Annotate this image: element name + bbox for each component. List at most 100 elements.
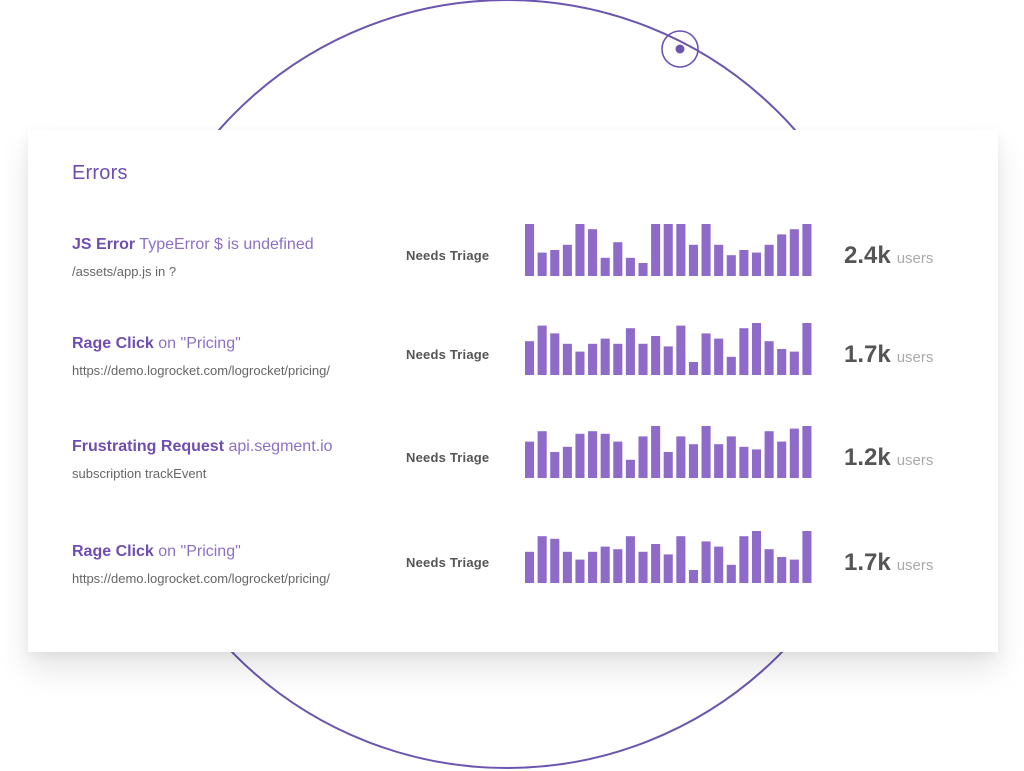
affected-users: 1.2k users [844,444,933,472]
user-count-unit: users [896,349,934,366]
sparkline-bar [588,229,598,276]
sparkline-bar [676,436,686,478]
sparkline-bar [588,431,598,478]
sparkline-bar [575,224,585,276]
sparkline-bar [550,452,560,478]
sparkline-bar [651,544,661,583]
error-detail: on "Pricing" [158,543,241,560]
sparkline-bar [714,546,724,583]
sparkline-bar [638,343,648,375]
error-subtitle: /assets/app.js in ? [72,264,177,279]
sparkline-bar [701,541,711,583]
sparkline-bar [562,244,572,276]
sparkline-bar [802,531,812,583]
user-count: 1.2k [844,444,891,471]
sparkline-bar [625,328,635,375]
sparkline-bar [739,446,749,478]
sparkline-bar [714,444,724,478]
sparkline-bar [588,551,598,583]
trend-sparkline [525,426,812,478]
sparkline-bar [676,325,686,375]
error-kind: Rage Click [72,335,154,352]
user-count-unit: users [896,557,934,574]
sparkline-bar [676,224,686,276]
sparkline-bar [726,255,736,276]
sparkline-bar [625,257,635,276]
sparkline-bar [651,426,661,478]
sparkline-bar [688,362,698,375]
error-title: Rage Click on "Pricing" [72,543,241,561]
sparkline-bar [525,341,535,375]
error-detail: on "Pricing" [158,335,241,352]
sparkline-bar [613,343,623,375]
sparkline-bar [777,234,787,276]
error-detail: TypeError $ is undefined [139,236,314,253]
sparkline-bar [726,564,736,583]
error-title: JS Error TypeError $ is undefined [72,236,314,254]
sparkline-bar [537,431,547,478]
sparkline-bar [764,244,774,276]
sparkline-bar [777,557,787,583]
error-row[interactable]: Rage Click on "Pricing" https://demo.log… [28,323,998,415]
sparkline-bar [676,536,686,583]
sparkline-bar [789,229,799,276]
sparkline-bar [562,343,572,375]
sparkline-bar [600,546,610,583]
sparkline-bar [739,536,749,583]
sparkline-bar [550,333,560,375]
sparkline-bar [739,250,749,276]
sparkline-bar [789,351,799,375]
sparkline-bar [764,431,774,478]
sparkline-bar [802,224,812,276]
sparkline-bar [777,349,787,375]
sparkline-bar [537,325,547,375]
error-title: Rage Click on "Pricing" [72,335,241,353]
sparkline-bar [638,263,648,276]
sparkline-bar [764,341,774,375]
trend-sparkline [525,531,812,583]
sparkline-bar [663,554,673,583]
sparkline-bar [600,338,610,375]
error-title: Frustrating Request api.segment.io [72,438,333,456]
status-badge: Needs Triage [406,248,490,263]
affected-users: 1.7k users [844,549,933,577]
sparkline-bar [688,244,698,276]
error-row[interactable]: Rage Click on "Pricing" https://demo.log… [28,531,998,623]
sparkline-bar [739,328,749,375]
sparkline-bar [651,224,661,276]
status-badge: Needs Triage [406,450,490,465]
sparkline-bar [751,323,762,375]
sparkline-bar [764,549,774,583]
sparkline-bar [663,346,673,375]
error-subtitle: subscription trackEvent [72,466,207,481]
sparkline-bar [751,531,762,583]
sparkline-bar [550,250,560,276]
sparkline-bar [751,449,762,478]
error-kind: JS Error [72,236,136,253]
errors-panel: Errors JS Error TypeError $ is undefined… [28,130,998,652]
sparkline-bar [562,551,572,583]
sparkline-bar [688,570,698,583]
sparkline-bar [701,426,711,478]
error-row[interactable]: JS Error TypeError $ is undefined /asset… [28,224,998,316]
error-row[interactable]: Frustrating Request api.segment.io subsc… [28,426,998,518]
status-badge: Needs Triage [406,555,490,570]
sparkline-bar [701,224,711,276]
sparkline-bar [600,257,610,276]
panel-title: Errors [72,162,128,184]
sparkline-bar [789,428,799,478]
sparkline-bar [525,551,535,583]
sparkline-bar [613,441,623,478]
sparkline-bar [789,559,799,583]
sparkline-bar [751,252,762,276]
error-detail: api.segment.io [228,438,333,455]
orbit-marker-ring [661,30,699,68]
sparkline-bar [701,333,711,375]
sparkline-bar [575,559,585,583]
sparkline-bar [550,538,560,583]
sparkline-bar [688,444,698,478]
sparkline-bar [777,441,787,478]
sparkline-bar [562,446,572,478]
sparkline-bar [613,549,623,583]
sparkline-bar [525,224,535,276]
